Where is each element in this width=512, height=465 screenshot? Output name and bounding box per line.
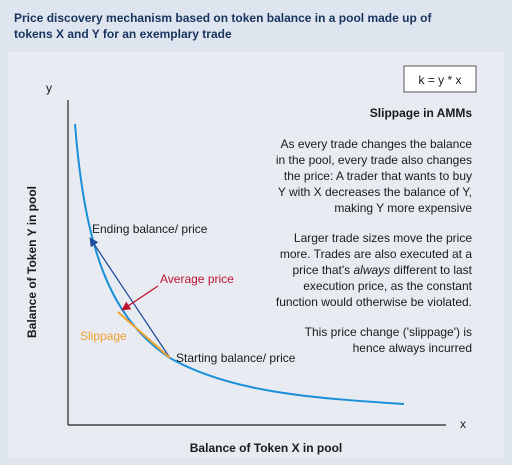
trade-chord <box>89 237 171 359</box>
average-arrow <box>121 285 159 311</box>
notes-heading: Slippage in AMMs <box>370 106 473 120</box>
note-line: price that's always different to last <box>293 263 473 277</box>
panel <box>8 52 504 458</box>
y-axis-letter: y <box>46 81 52 95</box>
title-line: tokens X and Y for an exemplary trade <box>14 27 232 41</box>
note-line: making Y more expensive <box>334 201 472 215</box>
formula-box <box>403 65 477 93</box>
slippage-label: Slippage <box>80 329 127 343</box>
x-axis-label: Balance of Token X in pool <box>190 441 342 455</box>
note-line: more. Trades are also executed at a <box>280 247 472 261</box>
slippage-line <box>117 311 171 359</box>
formula: k = y * x <box>418 73 461 87</box>
note-line: function would otherwise be violated. <box>276 295 472 309</box>
note-line: in the pool, every trade also changes <box>276 153 472 167</box>
ending-label: Ending balance/ price <box>92 222 208 236</box>
y-axis-label: Balance of Token Y in pool <box>25 186 39 338</box>
note-fragment: price that's <box>293 263 354 277</box>
note-line: As every trade changes the balance <box>281 137 473 151</box>
note-line: Larger trade sizes move the price <box>294 231 472 245</box>
note-line: This price change ('slippage') is <box>305 325 472 339</box>
average-label: Average price <box>160 272 234 286</box>
note-fragment: different to last <box>390 263 472 277</box>
note-line: Y with X decreases the balance of Y, <box>278 185 472 199</box>
note-line: hence always incurred <box>353 341 472 355</box>
starting-label: Starting balance/ price <box>176 351 296 365</box>
x-axis-letter: x <box>460 417 466 431</box>
title-line: Price discovery mechanism based on token… <box>14 11 432 25</box>
note-line: the price: A trader that wants to buy <box>284 169 472 183</box>
note-fragment: always <box>353 263 390 277</box>
note-line: execution price, as the constant <box>303 279 472 293</box>
